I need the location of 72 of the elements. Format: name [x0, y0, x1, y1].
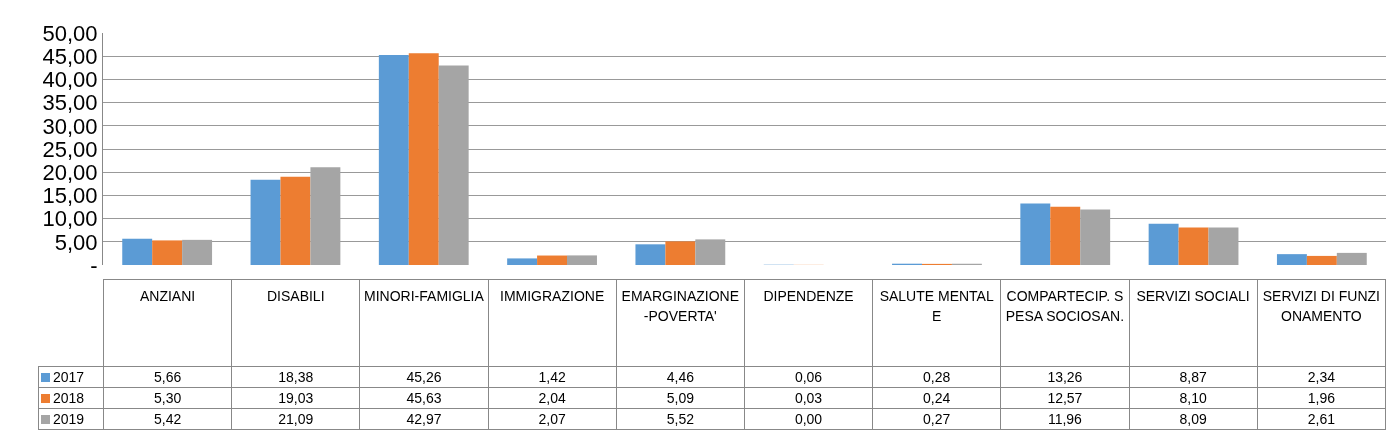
data-label: 2,34: [1257, 366, 1386, 388]
x-tick-label: SALUTE MENTALE: [872, 279, 1001, 367]
bar: [1148, 223, 1179, 265]
data-label: 1,96: [1257, 387, 1386, 409]
data-label: 4,46: [616, 366, 745, 388]
bar: [567, 255, 597, 265]
x-tick-label: SERVIZI SOCIALI: [1129, 279, 1258, 367]
bar: [152, 240, 183, 265]
data-label: 11,96: [1000, 408, 1129, 430]
bar: [665, 241, 696, 265]
bar: [1178, 227, 1209, 265]
bar: [635, 244, 666, 265]
y-tick-label: 20,00: [42, 159, 98, 185]
data-label: 2,04: [488, 387, 617, 409]
y-tick-label: -: [90, 252, 98, 278]
bar: [1306, 255, 1337, 265]
data-label: 5,30: [103, 387, 232, 409]
legend-label: 2019: [38, 408, 104, 430]
data-label: 8,09: [1129, 408, 1258, 430]
data-label: 5,42: [103, 408, 232, 430]
y-tick-label: 5,00: [54, 229, 98, 255]
data-label: 0,24: [872, 387, 1001, 409]
y-tick-label: 45,00: [42, 43, 98, 69]
data-label: 0,06: [744, 366, 873, 388]
data-label: 19,03: [231, 387, 360, 409]
data-label: 2,61: [1257, 408, 1386, 430]
bar: [1276, 254, 1307, 265]
data-label: 0,00: [744, 408, 873, 430]
bar: [507, 258, 538, 265]
legend-label: 2018: [38, 387, 104, 409]
bar: [1050, 206, 1081, 265]
y-tick-label: 50,00: [42, 20, 98, 46]
data-label: 8,10: [1129, 387, 1258, 409]
data-label: 0,27: [872, 408, 1001, 430]
x-tick-label: MINORI-FAMIGLIA: [359, 279, 489, 367]
y-tick-label: 10,00: [42, 206, 98, 232]
x-tick-label: ANZIANI: [103, 279, 232, 367]
data-label: 13,26: [1000, 366, 1129, 388]
bar: [408, 53, 439, 265]
x-tick-label: DISABILI: [231, 279, 360, 367]
data-label: 45,26: [359, 366, 489, 388]
data-label: 5,66: [103, 366, 232, 388]
bar: [378, 54, 409, 265]
y-tick-label: 30,00: [42, 113, 98, 139]
data-label: 18,38: [231, 366, 360, 388]
legend-label: 2017: [38, 366, 104, 388]
data-label: 5,09: [616, 387, 745, 409]
data-label: 0,03: [744, 387, 873, 409]
data-label: 1,42: [488, 366, 617, 388]
x-tick-label: COMPARTECIP. SPESA SOCIOSAN.: [1000, 279, 1129, 367]
x-tick-label: EMARGINAZIONE-POVERTA': [616, 279, 745, 367]
data-label: 12,57: [1000, 387, 1129, 409]
bar: [537, 255, 568, 265]
data-label: 42,97: [359, 408, 489, 430]
bar: [122, 238, 153, 265]
data-label: 5,52: [616, 408, 745, 430]
data-label: 2,07: [488, 408, 617, 430]
bar: [250, 179, 281, 265]
y-tick-label: 25,00: [42, 136, 98, 162]
bar: [280, 176, 311, 265]
y-tick-label: 15,00: [42, 183, 98, 209]
data-label: 21,09: [231, 408, 360, 430]
data-label: 45,63: [359, 387, 489, 409]
x-tick-label: SERVIZI DI FUNZIONAMENTO: [1257, 279, 1386, 367]
x-tick-label: DIPENDENZE: [744, 279, 873, 367]
data-label: 8,87: [1129, 366, 1258, 388]
y-tick-label: 35,00: [42, 90, 98, 116]
bar: [1020, 203, 1051, 265]
x-tick-label: IMMIGRAZIONE: [488, 279, 617, 367]
bar: [1336, 252, 1367, 265]
data-label: 0,28: [872, 366, 1001, 388]
y-tick-label: 40,00: [42, 67, 98, 93]
